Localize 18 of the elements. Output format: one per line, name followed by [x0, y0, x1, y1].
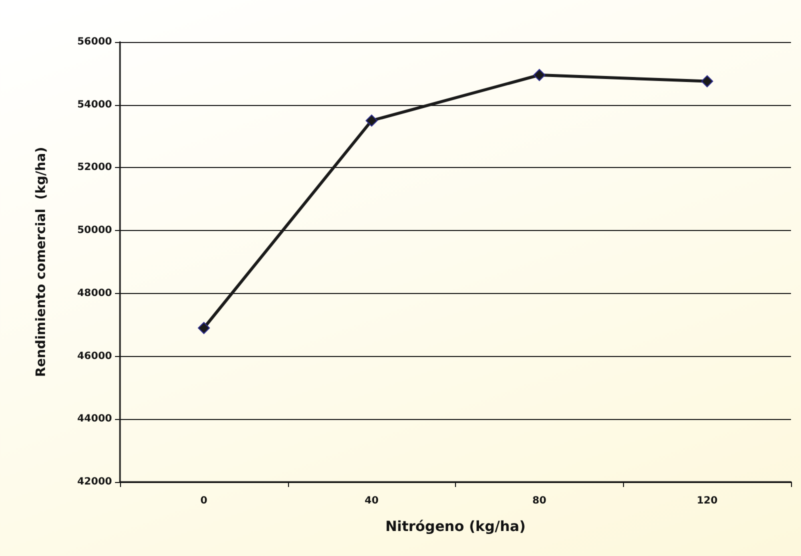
point	[366, 114, 378, 127]
x-axis-title: Nitrógeno (kg/ha)	[385, 519, 526, 535]
y-tick-label: 52000	[77, 162, 112, 174]
y-tick-label: 44000	[77, 414, 112, 425]
x-tick-label: 0	[200, 496, 208, 506]
point	[533, 69, 546, 81]
y-tick-label: 42000	[77, 476, 112, 488]
y-axis-title: Rendimiento comercial (kg/ha)	[34, 146, 49, 378]
x-tick-label: 120	[696, 496, 718, 506]
y-tick-label: 48000	[77, 288, 112, 299]
y-tick-label: 50000	[77, 225, 112, 236]
y-tick-label: 56000	[77, 36, 112, 48]
y-tick-label: 46000	[77, 350, 112, 362]
point	[701, 75, 714, 88]
x-tick-label: 40	[364, 496, 379, 506]
x-tick-label: 80	[532, 496, 546, 506]
point	[198, 322, 210, 334]
y-tick-label: 54000	[77, 99, 112, 110]
